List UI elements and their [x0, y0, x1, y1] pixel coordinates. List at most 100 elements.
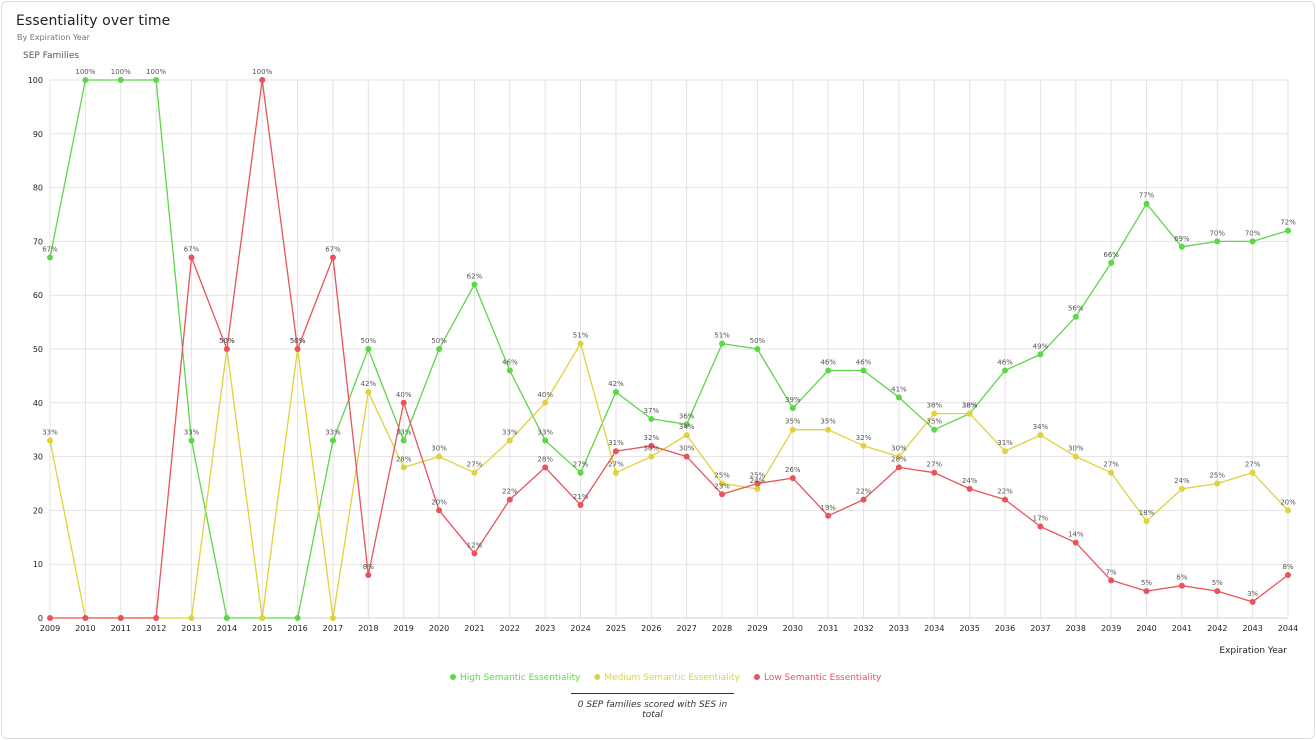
data-point[interactable] [1249, 238, 1256, 245]
legend-label[interactable]: Medium Semantic Essentiality [604, 673, 740, 683]
data-point[interactable] [1002, 367, 1009, 374]
data-point[interactable] [506, 437, 513, 444]
data-point[interactable] [895, 464, 902, 471]
data-point[interactable] [683, 453, 690, 460]
data-point[interactable] [436, 507, 443, 514]
data-point[interactable] [754, 485, 761, 492]
data-point[interactable] [1072, 539, 1079, 546]
data-point[interactable] [966, 410, 973, 417]
data-point[interactable] [223, 615, 230, 621]
data-point[interactable] [754, 346, 761, 352]
data-point[interactable] [259, 77, 266, 83]
data-point[interactable] [1143, 588, 1150, 595]
data-point[interactable] [789, 475, 796, 482]
data-point[interactable] [542, 464, 549, 471]
data-point[interactable] [1108, 577, 1115, 584]
data-point[interactable] [1214, 480, 1221, 487]
data-point[interactable] [542, 437, 549, 444]
data-point[interactable] [1178, 485, 1185, 492]
data-point[interactable] [400, 399, 407, 406]
data-point[interactable] [1143, 200, 1150, 207]
data-point[interactable] [1072, 453, 1079, 460]
data-point[interactable] [895, 453, 902, 460]
data-point[interactable] [1178, 582, 1185, 589]
data-point[interactable] [966, 485, 973, 492]
data-point[interactable] [47, 615, 53, 621]
data-point[interactable] [1108, 469, 1115, 476]
data-point[interactable] [471, 550, 478, 557]
data-point[interactable] [294, 346, 301, 352]
data-point[interactable] [1037, 351, 1044, 358]
data-point[interactable] [1072, 313, 1079, 320]
data-point[interactable] [1285, 507, 1291, 514]
data-point[interactable] [648, 442, 655, 449]
data-point[interactable] [683, 432, 690, 439]
data-point[interactable] [82, 77, 89, 83]
data-point[interactable] [329, 437, 336, 444]
data-point[interactable] [577, 340, 584, 347]
data-point[interactable] [1214, 588, 1221, 595]
data-point[interactable] [789, 426, 796, 433]
data-point[interactable] [612, 448, 619, 455]
data-point[interactable] [1249, 469, 1256, 476]
data-point[interactable] [789, 405, 796, 412]
data-point[interactable] [1108, 259, 1115, 266]
data-point[interactable] [1002, 496, 1009, 503]
data-point[interactable] [365, 571, 372, 578]
data-point[interactable] [1037, 523, 1044, 530]
data-point[interactable] [825, 426, 832, 433]
data-point[interactable] [719, 340, 726, 347]
data-point[interactable] [648, 415, 655, 422]
data-point[interactable] [1285, 571, 1291, 578]
data-point[interactable] [860, 442, 867, 449]
legend-label[interactable]: Low Semantic Essentiality [764, 673, 882, 683]
data-point[interactable] [931, 469, 938, 476]
data-point[interactable] [365, 346, 372, 352]
data-point[interactable] [400, 437, 407, 444]
data-point[interactable] [542, 399, 549, 406]
data-point[interactable] [117, 77, 124, 83]
data-point[interactable] [860, 367, 867, 374]
legend-label[interactable]: High Semantic Essentiality [460, 673, 581, 683]
data-point[interactable] [931, 410, 938, 417]
data-point[interactable] [471, 469, 478, 476]
data-point[interactable] [188, 615, 195, 621]
data-point[interactable] [188, 437, 195, 444]
data-point[interactable] [825, 512, 832, 519]
data-point[interactable] [860, 496, 867, 503]
data-point[interactable] [577, 502, 584, 509]
data-point[interactable] [612, 469, 619, 476]
data-point[interactable] [648, 453, 655, 460]
data-point[interactable] [895, 394, 902, 401]
data-point[interactable] [436, 453, 443, 460]
data-point[interactable] [153, 77, 160, 83]
data-point[interactable] [1143, 518, 1150, 525]
data-point[interactable] [188, 254, 195, 261]
data-point[interactable] [294, 615, 301, 621]
data-point[interactable] [1249, 598, 1256, 605]
data-point[interactable] [47, 437, 53, 444]
data-point[interactable] [612, 389, 619, 396]
data-point[interactable] [223, 346, 230, 352]
data-point[interactable] [1178, 243, 1185, 250]
data-point[interactable] [1285, 227, 1291, 234]
data-point[interactable] [400, 464, 407, 471]
data-point[interactable] [754, 480, 761, 487]
data-point[interactable] [153, 615, 160, 621]
data-point[interactable] [117, 615, 124, 621]
data-point[interactable] [1037, 432, 1044, 439]
data-point[interactable] [329, 254, 336, 261]
data-point[interactable] [365, 389, 372, 396]
data-point[interactable] [719, 491, 726, 498]
data-point[interactable] [683, 421, 690, 428]
data-point[interactable] [506, 496, 513, 503]
data-point[interactable] [82, 615, 89, 621]
data-point[interactable] [1002, 448, 1009, 455]
data-point[interactable] [825, 367, 832, 374]
data-point[interactable] [506, 367, 513, 374]
data-point[interactable] [436, 346, 443, 352]
data-point[interactable] [47, 254, 53, 261]
data-point[interactable] [719, 480, 726, 487]
data-point[interactable] [577, 469, 584, 476]
data-point[interactable] [1214, 238, 1221, 245]
